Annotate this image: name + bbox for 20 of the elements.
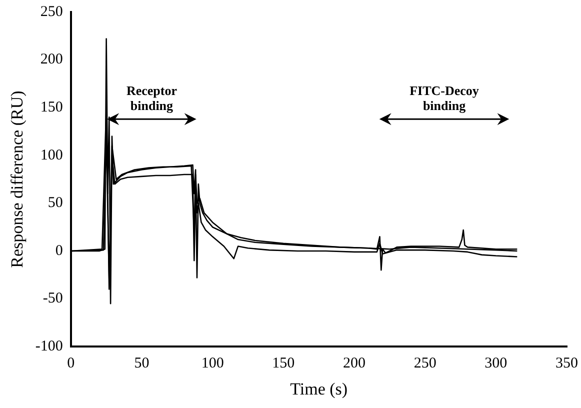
y-tick-label: 50 [48,195,63,212]
x-tick-label: 100 [201,356,224,372]
x-tick-label: 300 [484,356,508,372]
y-tick-label: 150 [40,100,63,116]
y-tick-label: 0 [55,242,63,259]
y-tick-label: -100 [35,338,63,355]
x-tick-label: 350 [556,356,578,372]
y-axis-title: Response difference (RU) [8,90,27,268]
x-tick-label: 200 [342,356,366,372]
y-tick-label: 100 [40,147,63,164]
x-tick-label: 250 [414,356,436,372]
x-tick-label: 0 [67,356,75,372]
y-tick-label: 200 [40,52,63,68]
y-tick-label: -50 [42,290,63,307]
y-tick-label: 250 [40,4,63,20]
x-tick-label: 150 [272,356,295,372]
x-tick-label: 50 [134,356,150,372]
annotation: Receptor binding [126,82,178,113]
x-axis-title: Time (s) [290,379,348,398]
annotation: FITC-Decoy binding [410,82,480,113]
